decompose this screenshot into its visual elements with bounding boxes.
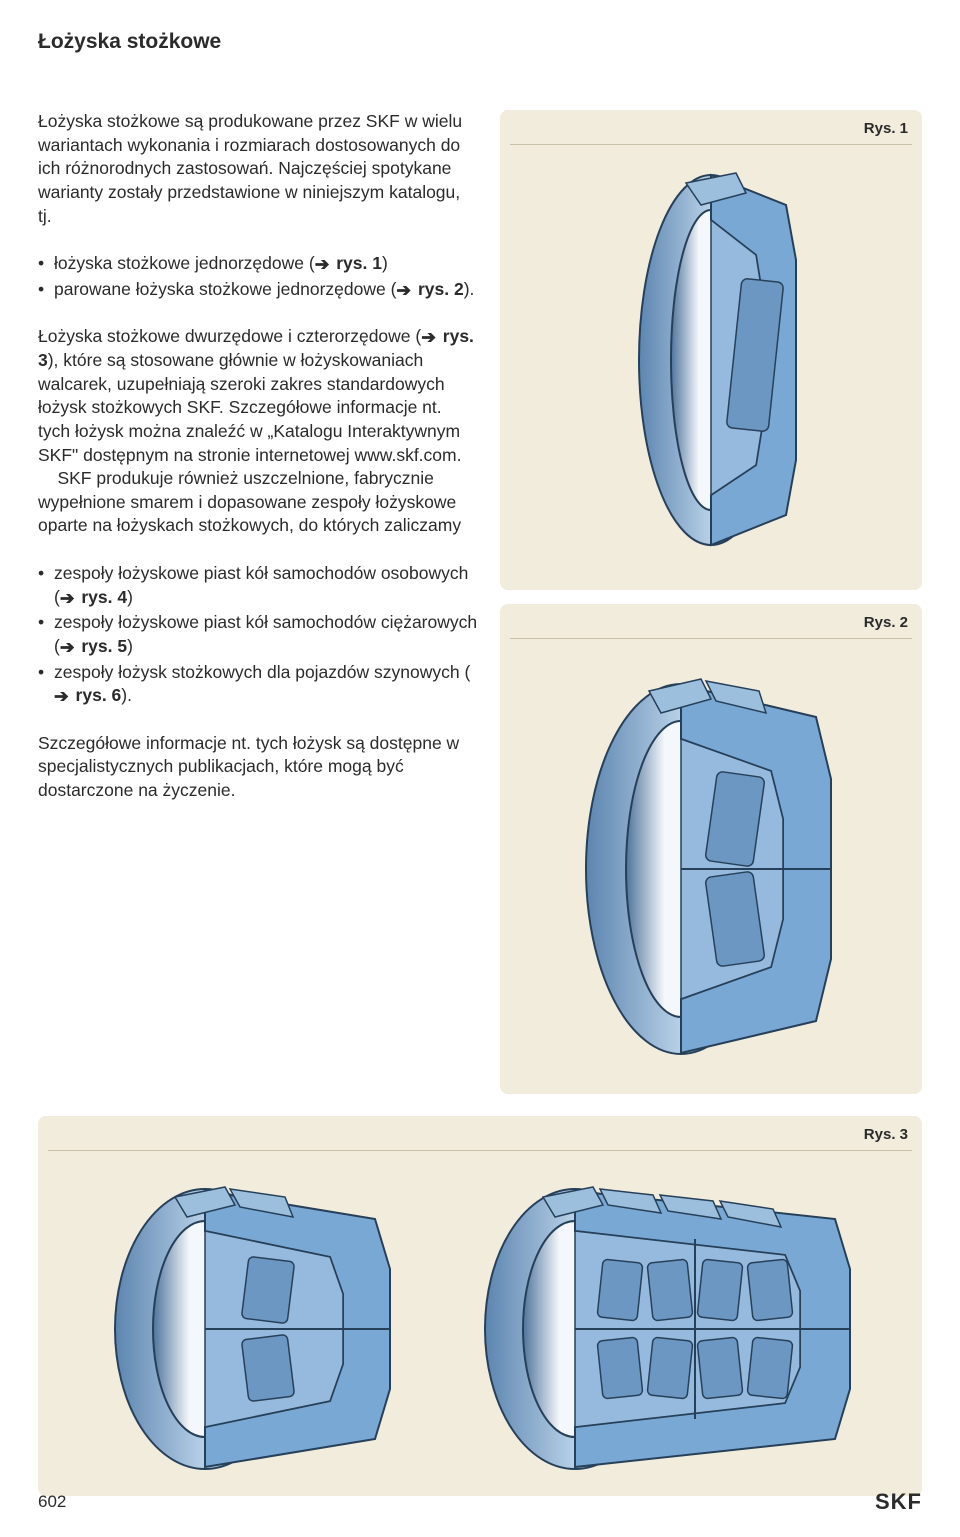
paragraph: SKF produkuje również uszczelnione, fabr… [38, 467, 478, 538]
figure-label: Rys. 1 [864, 120, 908, 137]
text: ) [127, 636, 133, 656]
figure-panel-1: Rys. 1 [500, 110, 922, 590]
text: ), które są stosowane głównie w łożyskow… [38, 350, 461, 465]
paragraph: Szczegółowe informacje nt. tych łożysk s… [38, 732, 478, 803]
figure-panel-3: Rys. 3 [38, 1116, 922, 1496]
bearing-four-row-icon [465, 1179, 865, 1479]
outro-paragraph: Szczegółowe informacje nt. tych łożysk s… [38, 732, 478, 803]
bearing-pair-group [95, 1179, 865, 1479]
text: ) [382, 253, 388, 273]
list-item: zespoły łożysk stożkowych dla pojazdów s… [38, 661, 478, 708]
figure-ref: rys. 4 [81, 587, 127, 607]
page-title: Łożyska stożkowe [38, 30, 922, 54]
arrow-icon: ➔ [54, 685, 69, 709]
text: Łożyska stożkowe dwurzędowe i czterorzęd… [38, 326, 421, 346]
skf-logo: SKF [875, 1489, 922, 1515]
paragraph: Łożyska stożkowe są produkowane przez SK… [38, 110, 478, 228]
divider [48, 1150, 912, 1151]
figure-label: Rys. 3 [864, 1126, 908, 1143]
divider [510, 638, 912, 639]
bearing-paired-icon [561, 669, 861, 1069]
figure-ref: rys. 1 [336, 253, 382, 273]
figure-ref: rys. 5 [81, 636, 127, 656]
text-column: Łożyska stożkowe są produkowane przez SK… [38, 110, 478, 1094]
intro-paragraph: Łożyska stożkowe są produkowane przez SK… [38, 110, 478, 228]
list-item: łożyska stożkowe jednorzędowe (➔ rys. 1) [38, 252, 478, 276]
figure-panel-2: Rys. 2 [500, 604, 922, 1094]
mid-paragraphs: Łożyska stożkowe dwurzędowe i czterorzęd… [38, 325, 478, 538]
arrow-icon: ➔ [60, 636, 75, 660]
text: łożyska stożkowe jednorzędowe ( [54, 253, 315, 273]
figure-label: Rys. 2 [864, 614, 908, 631]
bearing-single-row-icon [616, 165, 806, 555]
figure-ref: rys. 6 [76, 685, 122, 705]
text: ). [464, 279, 475, 299]
arrow-icon: ➔ [421, 326, 436, 350]
figure-ref: rys. 2 [418, 279, 464, 299]
two-column-layout: Łożyska stożkowe są produkowane przez SK… [38, 110, 922, 1094]
figure-column: Rys. 1 [500, 110, 922, 1094]
arrow-icon: ➔ [60, 587, 75, 611]
page-number: 602 [38, 1492, 66, 1512]
list-item: zespoły łożyskowe piast kół samochodów c… [38, 611, 478, 658]
divider [510, 144, 912, 145]
paragraph: Łożyska stożkowe dwurzędowe i czterorzęd… [38, 325, 478, 467]
list-item: zespoły łożyskowe piast kół samochodów o… [38, 562, 478, 609]
text: ). [121, 685, 132, 705]
arrow-icon: ➔ [315, 253, 330, 277]
text: zespoły łożysk stożkowych dla pojazdów s… [54, 662, 470, 682]
text: ) [127, 587, 133, 607]
page-footer: 602 SKF [38, 1489, 922, 1515]
list-item: parowane łożyska stożkowe jednorzędowe (… [38, 278, 478, 302]
arrow-icon: ➔ [396, 279, 411, 303]
list-1: łożyska stożkowe jednorzędowe (➔ rys. 1)… [38, 252, 478, 301]
bearing-double-row-icon [95, 1179, 415, 1479]
text: parowane łożyska stożkowe jednorzędowe ( [54, 279, 396, 299]
list-2: zespoły łożyskowe piast kół samochodów o… [38, 562, 478, 708]
